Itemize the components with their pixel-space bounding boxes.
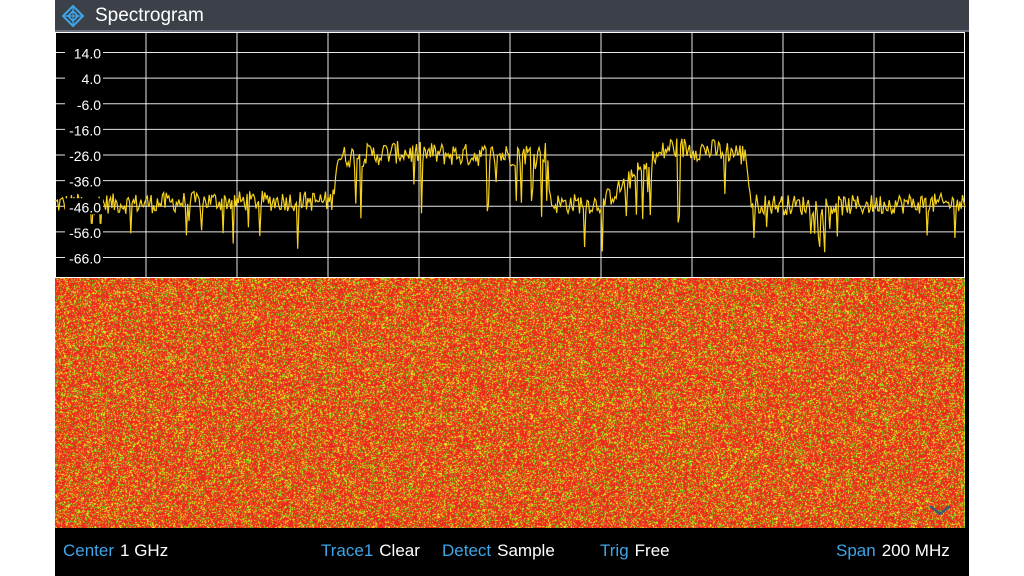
spectrum-trace-chart[interactable]: 14.0 4.0 -6.0 -16.0 -26.0 -36.0 -46.0 -56.0 -66.… — [55, 32, 969, 278]
y-tick-label-bg — [65, 223, 103, 240]
y-tick-label-bg — [65, 172, 103, 189]
center-frequency-setting[interactable]: Center 1 GHz — [63, 541, 168, 561]
y-tick-label: -56.0 — [69, 225, 101, 241]
y-tick-label-bg — [65, 198, 103, 215]
trace-label: Trace1 — [321, 541, 374, 560]
chevron-down-icon[interactable] — [927, 503, 953, 517]
y-tick-label-bg — [65, 44, 103, 61]
status-bar: Center 1 GHz Trace1 Clear Detect Sample Tri… — [55, 530, 969, 576]
center-value: 1 GHz — [120, 541, 169, 560]
y-tick-label-bg — [65, 70, 103, 87]
trace-mode-setting[interactable]: Trace1 Clear — [321, 541, 420, 561]
detector-setting[interactable]: Detect Sample — [442, 541, 555, 561]
detect-label: Detect — [442, 541, 492, 560]
y-tick-label-bg — [65, 249, 103, 266]
detect-value: Sample — [497, 541, 555, 560]
trig-label: Trig — [600, 541, 629, 560]
y-tick-label: 14.0 — [74, 46, 101, 62]
y-tick-label: 4.0 — [82, 71, 102, 87]
span-label: Span — [836, 541, 876, 560]
trigger-setting[interactable]: Trig Free — [600, 541, 670, 561]
y-tick-label-bg — [65, 95, 103, 112]
y-tick-label-bg — [65, 147, 103, 163]
y-tick-label: -16.0 — [69, 122, 101, 138]
y-tick-label-bg — [65, 121, 103, 138]
span-value: 200 MHz — [881, 541, 950, 560]
center-label: Center — [63, 541, 115, 560]
y-tick-label: -36.0 — [69, 174, 101, 190]
window-title: Spectrogram — [95, 5, 204, 26]
rohde-schwarz-logo-icon — [62, 5, 84, 27]
span-setting[interactable]: Span 200 MHz — [836, 541, 950, 561]
trace-value: Clear — [379, 541, 420, 560]
y-tick-label: -26.0 — [69, 148, 101, 164]
y-tick-label: -46.0 — [69, 199, 101, 215]
y-tick-label: -6.0 — [77, 97, 101, 113]
trace-frame — [55, 32, 965, 278]
window-title-bar: Spectrogram — [55, 0, 969, 30]
trig-value: Free — [634, 541, 670, 560]
spectrum-trace-panel[interactable]: 14.0 4.0 -6.0 -16.0 -26.0 -36.0 -46.0 -56.0 -66.… — [55, 32, 969, 278]
spectrum-trace-line — [55, 138, 966, 253]
analyzer-screen: Spectrogram 14.0 4.0 -6.0 -16.0 -26.0 -36.0 -4… — [55, 0, 969, 576]
y-tick-label: -66.0 — [69, 251, 101, 267]
spectrogram-waterfall[interactable] — [55, 278, 965, 528]
title-separator — [55, 30, 969, 32]
